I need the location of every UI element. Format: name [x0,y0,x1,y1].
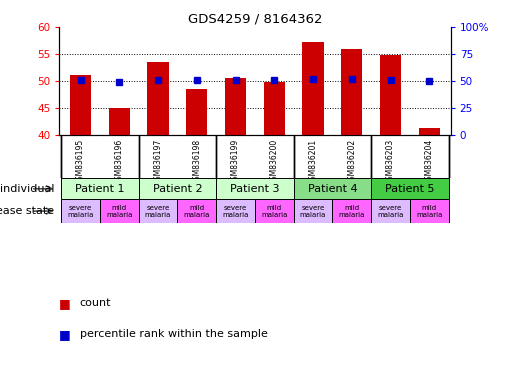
Bar [332,199,371,223]
Text: severe
malaria: severe malaria [145,205,171,218]
Text: disease state: disease state [0,206,54,216]
Bar [225,78,246,136]
Text: Patient 2: Patient 2 [152,184,202,194]
Text: ■: ■ [59,328,71,341]
Bar [147,62,169,136]
Bar [371,178,449,199]
Text: mild
malaria: mild malaria [416,205,442,218]
Bar [139,178,216,199]
Text: severe
malaria: severe malaria [222,205,249,218]
Bar [70,74,91,136]
Bar [186,89,208,136]
Text: GSM836202: GSM836202 [347,139,356,185]
Title: GDS4259 / 8164362: GDS4259 / 8164362 [187,13,322,26]
Text: mild
malaria: mild malaria [339,205,365,218]
Bar [419,128,440,136]
Bar [302,41,324,136]
Text: GSM836203: GSM836203 [386,139,395,185]
Bar [294,178,371,199]
Text: severe
malaria: severe malaria [67,205,94,218]
Bar [61,199,100,223]
Bar [216,199,255,223]
Bar [178,199,216,223]
Text: Patient 4: Patient 4 [307,184,357,194]
Text: GSM836195: GSM836195 [76,139,85,185]
Text: count: count [80,298,111,308]
Text: GSM836204: GSM836204 [425,139,434,185]
Bar [139,199,178,223]
Bar [380,55,401,136]
Bar [410,199,449,223]
Bar [61,178,139,199]
Bar [264,82,285,136]
Bar [255,199,294,223]
Text: GSM836200: GSM836200 [270,139,279,185]
Text: percentile rank within the sample: percentile rank within the sample [80,329,268,339]
Bar [341,49,363,136]
Text: GSM836201: GSM836201 [308,139,318,185]
Text: GSM836196: GSM836196 [115,139,124,185]
Text: severe
malaria: severe malaria [377,205,404,218]
Text: mild
malaria: mild malaria [184,205,210,218]
Bar [216,178,294,199]
Text: Patient 5: Patient 5 [385,184,435,194]
Bar [294,199,332,223]
Text: GSM836197: GSM836197 [153,139,163,185]
Text: mild
malaria: mild malaria [261,205,287,218]
Text: individual: individual [0,184,54,194]
Text: ■: ■ [59,297,71,310]
Bar [371,199,410,223]
Bar [109,108,130,136]
Bar [100,199,139,223]
Text: GSM836198: GSM836198 [192,139,201,185]
Text: Patient 1: Patient 1 [75,184,125,194]
Text: GSM836199: GSM836199 [231,139,240,185]
Text: Patient 3: Patient 3 [230,184,280,194]
Text: mild
malaria: mild malaria [106,205,132,218]
Text: severe
malaria: severe malaria [300,205,326,218]
